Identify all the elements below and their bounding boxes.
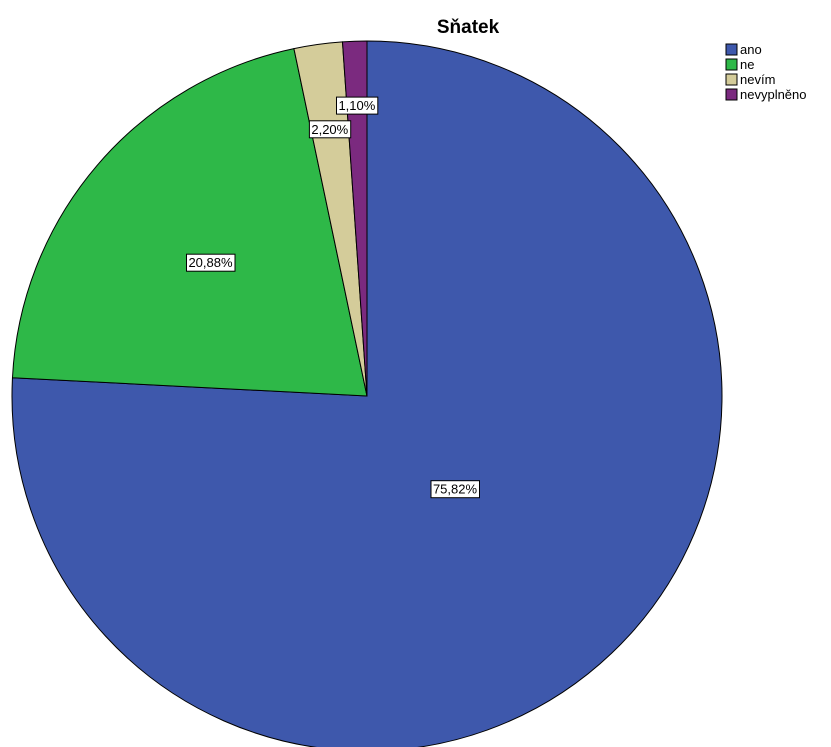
pie-slice-ne [11, 48, 368, 397]
data-label-text: 1,10% [338, 98, 375, 113]
legend-item-ne: ne [725, 57, 754, 72]
chart-title: Sňatek [437, 17, 500, 38]
legend-swatch [725, 88, 738, 101]
legend-swatch [725, 73, 738, 86]
pie-slice-ano [11, 40, 723, 747]
data-labels: 75,82% 20,88% 2,20% 1,10% [186, 96, 480, 499]
legend-label: nevyplněno [740, 87, 807, 102]
legend-item-nevyplněno: nevyplněno [725, 87, 807, 102]
data-label-ne: 20,88% [186, 253, 236, 272]
data-label-nevyplněno: 1,10% [336, 96, 379, 115]
legend-swatch [725, 43, 738, 56]
legend-label: ano [740, 42, 762, 57]
data-label-box [186, 253, 236, 272]
data-label-box [336, 96, 379, 115]
data-label-box [430, 480, 480, 499]
legend-item-nevím: nevím [725, 72, 775, 87]
legend-swatch [725, 58, 738, 71]
legend-item-ano: ano [725, 42, 762, 57]
data-label-text: 2,20% [311, 122, 348, 137]
data-label-text: 75,82% [433, 482, 478, 497]
data-label-text: 20,88% [188, 255, 233, 270]
data-label-nevím: 2,20% [308, 120, 352, 139]
data-label-ano: 75,82% [430, 480, 480, 499]
pie-slices [11, 40, 723, 747]
data-label-box [308, 120, 352, 139]
legend-label: nevím [740, 72, 775, 87]
legend-label: ne [740, 57, 754, 72]
